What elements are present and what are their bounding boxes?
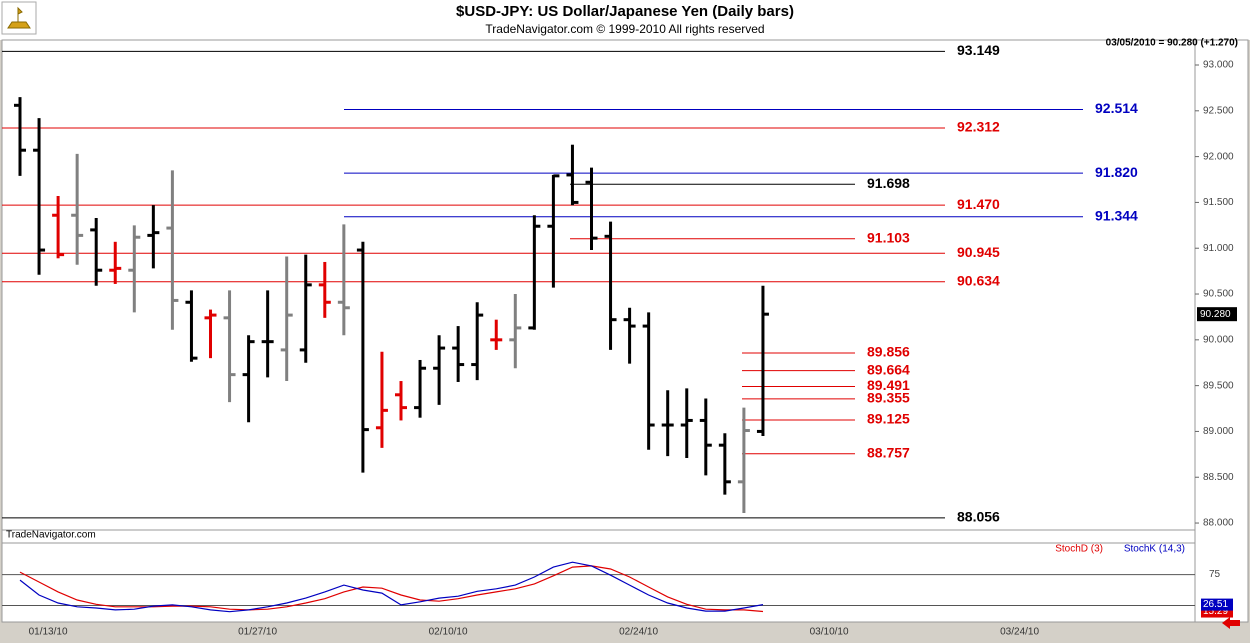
right-axis (1194, 39, 1249, 623)
y-tick-label: 88.500 (1203, 472, 1234, 483)
y-tick-label: 92.500 (1203, 105, 1234, 116)
indicator-line (19, 565, 764, 613)
level-label: 90.945 (957, 244, 1000, 260)
y-tick-label: 92.000 (1203, 151, 1234, 162)
y-tick-label: 91.500 (1203, 197, 1234, 208)
level-label: 92.514 (1095, 100, 1138, 116)
level-label: 89.856 (867, 344, 910, 360)
x-tick-label: 01/13/10 (29, 627, 68, 638)
level-label: 91.344 (1095, 207, 1138, 223)
level-label: 91.698 (867, 175, 910, 191)
level-label: 92.312 (957, 119, 1000, 135)
watermark-strip (1, 529, 1196, 544)
level-label: 89.491 (867, 377, 910, 393)
chart-subtitle: TradeNavigator.com © 1999-2010 All right… (485, 22, 764, 36)
y-tick-label: 90.500 (1203, 289, 1234, 300)
indicator-tick-label: 75 (1209, 569, 1221, 580)
scroll-arrow[interactable] (1222, 617, 1240, 629)
logo (1, 1, 37, 35)
y-tick-label: 89.000 (1203, 426, 1234, 437)
main-panel (1, 39, 1196, 531)
indicator-last-label: 26.51 (1203, 599, 1228, 610)
level-label: 89.664 (867, 361, 910, 377)
x-tick-label: 03/10/10 (810, 627, 849, 638)
y-tick-label: 93.000 (1203, 60, 1234, 71)
y-tick-label: 88.000 (1203, 518, 1234, 529)
level-label: 91.820 (1095, 164, 1138, 180)
level-label: 91.103 (867, 229, 910, 245)
chart-title: $USD-JPY: US Dollar/Japanese Yen (Daily … (456, 3, 794, 20)
x-tick-label: 02/24/10 (619, 627, 658, 638)
info-text: 03/05/2010 = 90.280 (+1.270) (1106, 38, 1238, 49)
x-tick-label: 03/24/10 (1000, 627, 1039, 638)
x-tick-label: 02/10/10 (429, 627, 468, 638)
level-label: 89.125 (867, 411, 910, 427)
level-label: 91.470 (957, 196, 1000, 212)
indicator-last-box (1201, 598, 1233, 611)
y-tick-label: 90.000 (1203, 334, 1234, 345)
header-bg (0, 0, 1250, 40)
last-price-label: 90.280 (1200, 309, 1231, 320)
level-label: 89.355 (867, 390, 910, 406)
y-tick-label: 89.500 (1203, 380, 1234, 391)
x-tick-label: 01/27/10 (238, 627, 277, 638)
level-label: 93.149 (957, 42, 1000, 58)
indicator-line (19, 561, 764, 613)
y-tick-label: 91.000 (1203, 243, 1234, 254)
level-label: 88.757 (867, 444, 910, 460)
level-label: 88.056 (957, 509, 1000, 525)
level-label: 90.634 (957, 272, 1000, 288)
indicator-panel (1, 542, 1196, 623)
legend-entry: StochK (14,3) (1124, 544, 1185, 555)
indicator-last-label: 15.29 (1203, 606, 1228, 617)
last-price-box (1197, 307, 1237, 322)
legend-entry: StochD (3) (1055, 544, 1103, 555)
watermark: TradeNavigator.com (6, 530, 96, 541)
